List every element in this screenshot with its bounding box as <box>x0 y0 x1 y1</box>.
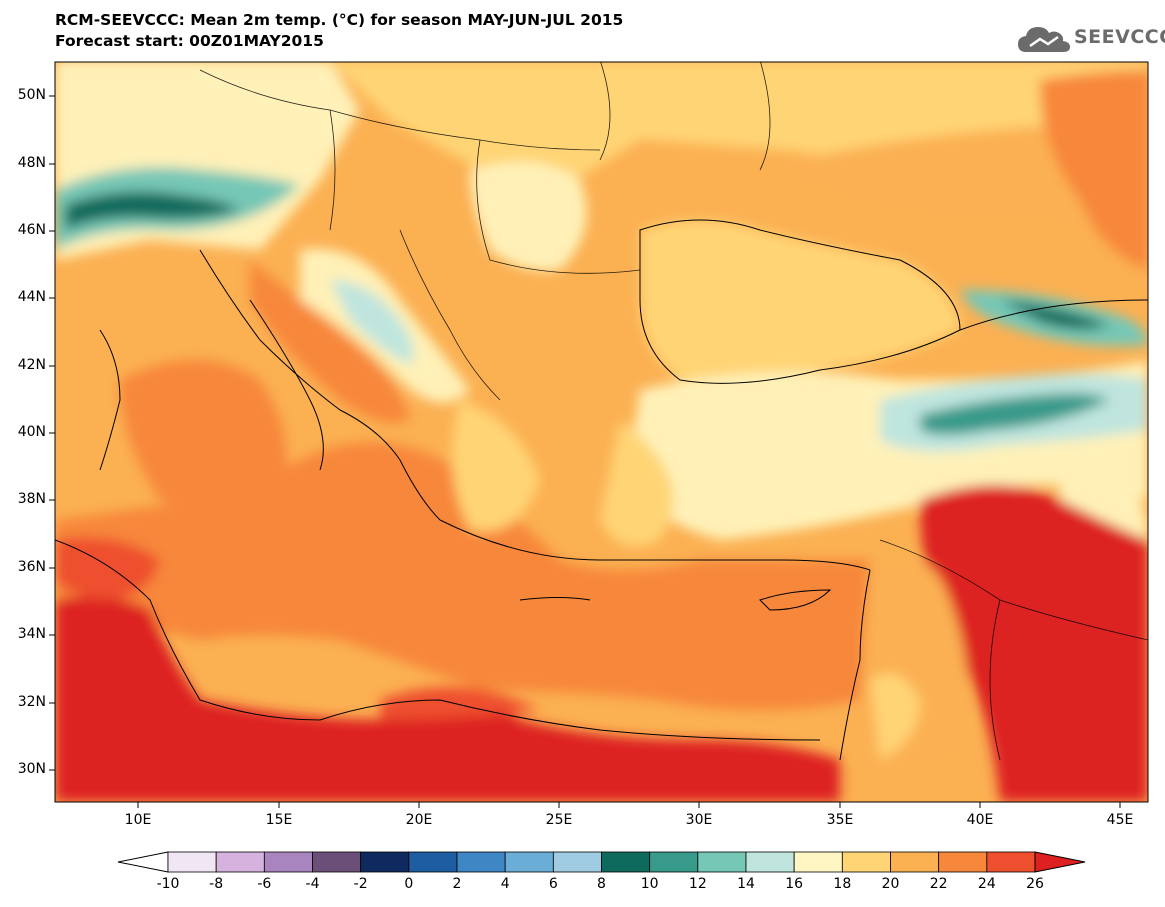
colorbar-label: -8 <box>209 876 224 892</box>
map-frame <box>54 61 1149 803</box>
jordan-mild <box>870 673 920 760</box>
lat-label: 50N <box>17 87 46 103</box>
title-line-2: Forecast start: 00Z01MAY2015 <box>55 32 324 50</box>
cloud-icon <box>1018 27 1070 52</box>
logo-text: SEEVCCC <box>1074 26 1165 48</box>
greece-mild <box>452 400 540 532</box>
adriatic-sea <box>250 260 410 423</box>
lat-label: 48N <box>17 155 46 171</box>
colorbar-label: -4 <box>305 876 320 892</box>
colorbar-label: 2 <box>452 876 462 892</box>
map-title: RCM-SEEVCCC: Mean 2m temp. (°C) for seas… <box>55 10 623 52</box>
seevccc-logo: SEEVCCC <box>1016 20 1165 60</box>
lat-label: 32N <box>17 694 46 710</box>
balkan-cooler <box>330 280 414 365</box>
lat-label: 30N <box>17 761 46 777</box>
colorbar-label: 6 <box>548 876 558 892</box>
lat-label: 44N <box>17 289 46 305</box>
anatolia-mild <box>600 420 674 547</box>
lon-label: 20E <box>405 812 433 828</box>
title-line-1: RCM-SEEVCCC: Mean 2m temp. (°C) for seas… <box>55 11 624 29</box>
colorbar-label: 10 <box>640 876 659 892</box>
lon-label: 45E <box>1106 812 1134 828</box>
caucasus-core <box>1000 300 1110 330</box>
north-africa-hot <box>55 596 840 802</box>
black-sea <box>640 220 960 384</box>
lon-label: 30E <box>685 812 713 828</box>
lat-label: 36N <box>17 559 46 575</box>
colorbar-label: 20 <box>881 876 900 892</box>
colorbar-label: -10 <box>156 876 180 892</box>
colorbar-label: 22 <box>929 876 948 892</box>
lon-label: 15E <box>265 812 293 828</box>
colorbar-label: 14 <box>737 876 755 892</box>
lat-ticks <box>49 95 55 771</box>
lat-label: 42N <box>17 357 46 373</box>
coastlines <box>55 219 1148 761</box>
alps-coldest-core <box>65 191 240 230</box>
colorbar-label: 8 <box>597 876 606 892</box>
colorbar-label: -6 <box>257 876 272 892</box>
east-anatolia-warm <box>1060 468 1148 540</box>
russia-warm-right <box>1040 70 1148 270</box>
anatolia-teal-core <box>920 393 1110 435</box>
lon-label: 35E <box>826 812 854 828</box>
colorbar-label: 18 <box>833 876 852 892</box>
tyrrhenian-sea <box>120 360 287 510</box>
lon-label: 25E <box>545 812 573 828</box>
lon-label: 10E <box>124 812 152 828</box>
lon-ticks <box>137 802 1121 808</box>
lon-label: 40E <box>966 812 994 828</box>
syria-iraq-hot <box>920 485 1148 802</box>
lat-label: 46N <box>17 222 46 238</box>
colorbar-label: 26 <box>1026 876 1044 892</box>
mediterranean-sea <box>55 442 874 710</box>
carpathian-cool <box>470 162 587 271</box>
tunisia-warm <box>55 537 160 600</box>
lat-label: 40N <box>17 424 46 440</box>
colorbar-label: 4 <box>500 876 510 892</box>
colorbar-label: 16 <box>785 876 804 892</box>
country-borders <box>199 62 1148 761</box>
colorbar-label: 0 <box>404 876 414 892</box>
colorbar-label: 24 <box>977 876 996 892</box>
lat-label: 38N <box>17 491 46 507</box>
libya-coast-warm <box>380 687 540 720</box>
lat-label: 34N <box>17 626 46 642</box>
colorbar-label: -2 <box>353 876 368 892</box>
colorbar-label: 12 <box>688 876 707 892</box>
